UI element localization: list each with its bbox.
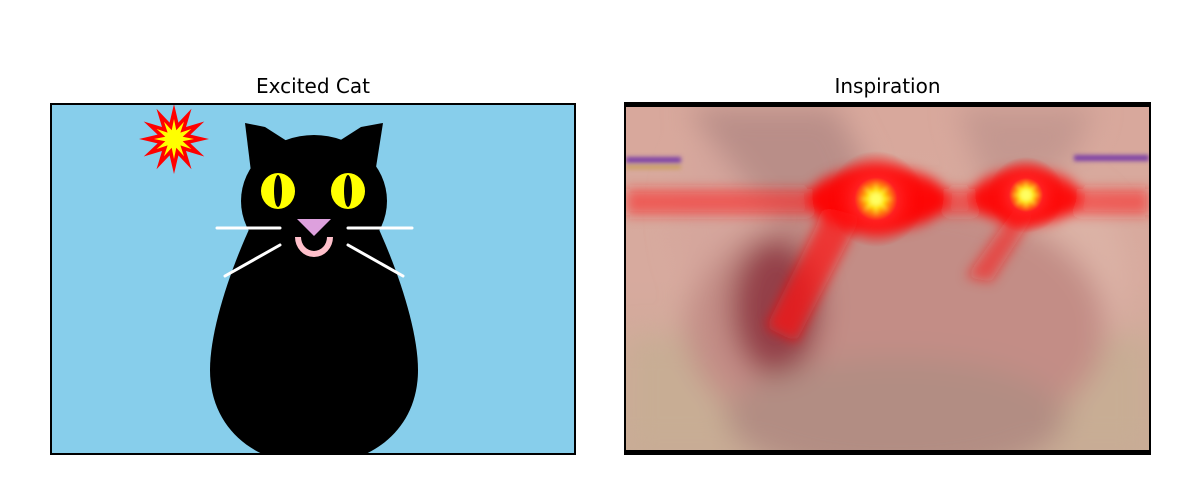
excited-cat-illustration xyxy=(52,105,574,453)
panel-title-excited-cat: Excited Cat xyxy=(256,74,370,98)
inspiration-photo xyxy=(626,107,1149,450)
inspiration-photo-panel xyxy=(624,102,1151,455)
explosion-burst-icon xyxy=(139,105,209,174)
laser-eye-icon xyxy=(828,151,1064,247)
cat-body xyxy=(210,223,418,453)
cat-left-pupil xyxy=(274,175,282,207)
cat-nose xyxy=(297,219,331,236)
cat-whiskers xyxy=(215,226,414,278)
edge-streaks xyxy=(626,155,1149,169)
cat-eyes xyxy=(261,173,365,209)
whisker-left-bottom xyxy=(223,243,282,278)
excited-cat-panel xyxy=(50,103,576,455)
panel-title-inspiration: Inspiration xyxy=(834,74,941,98)
cat-right-pupil xyxy=(344,175,352,207)
cat-mouth xyxy=(295,237,333,257)
whisker-right-bottom xyxy=(346,243,405,278)
